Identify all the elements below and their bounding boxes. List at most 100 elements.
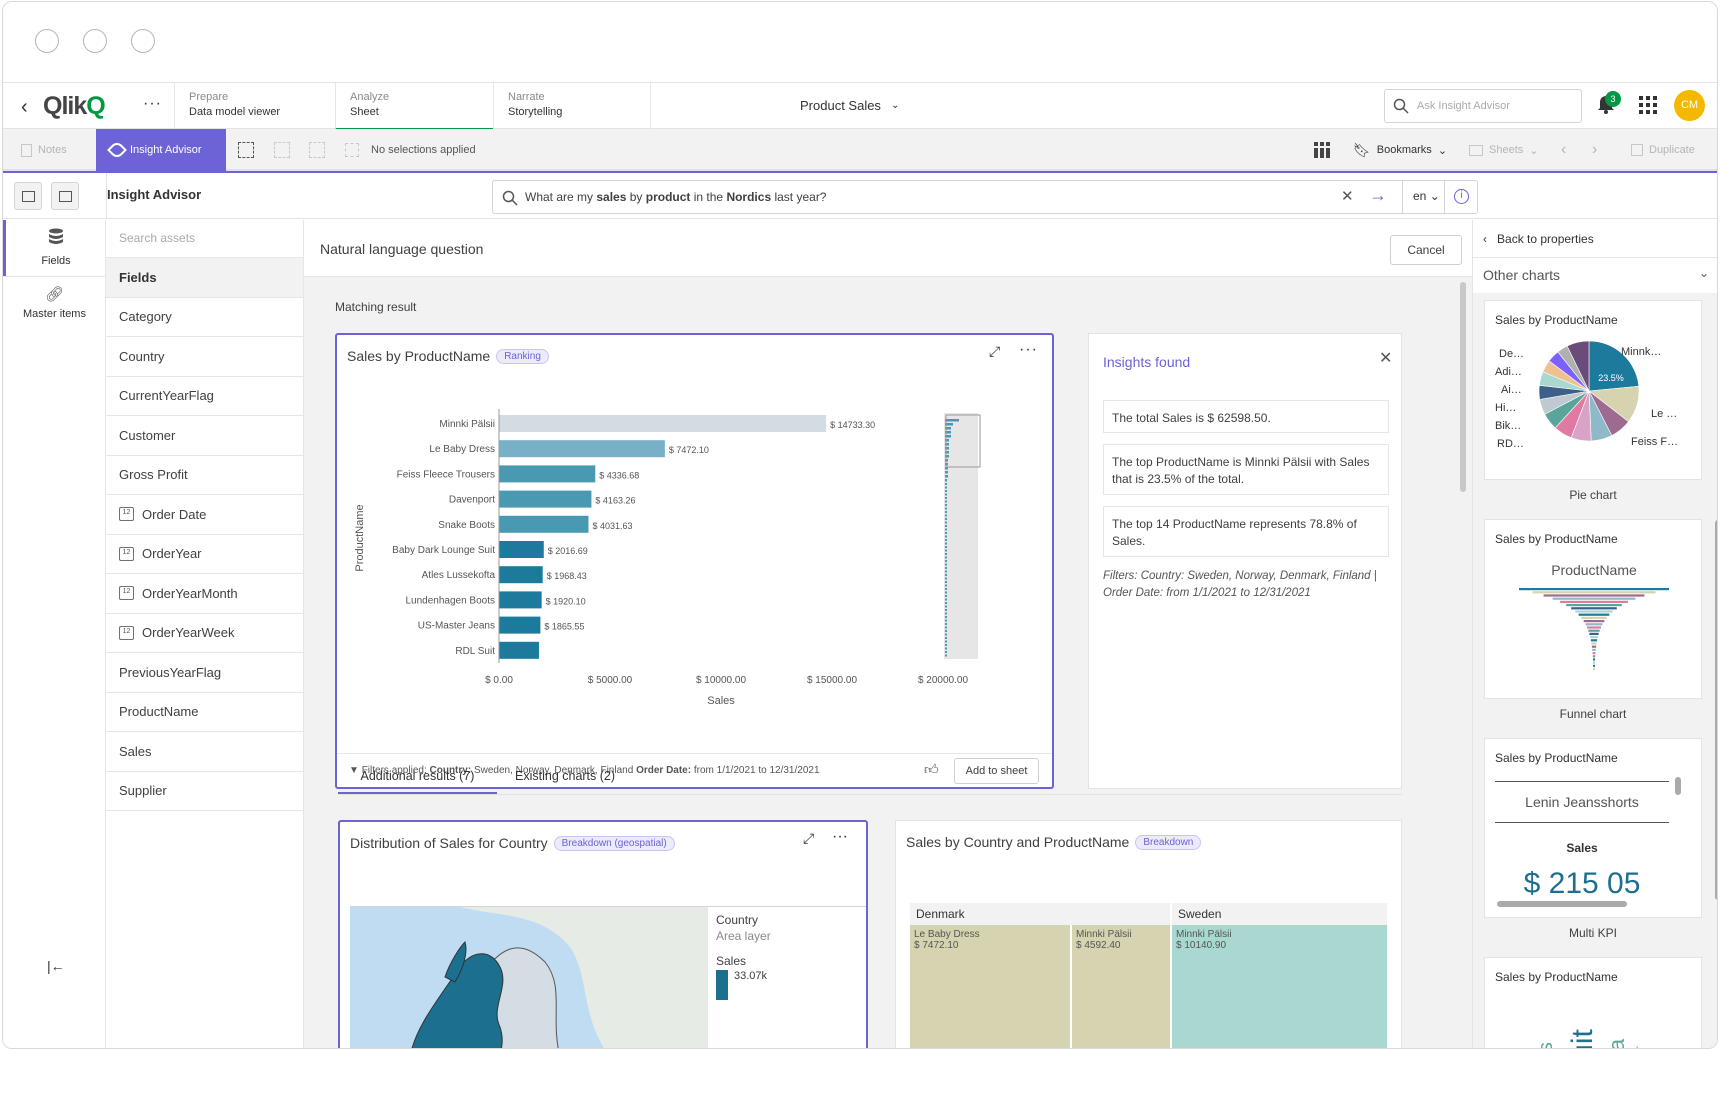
bar [499,515,589,533]
ask-placeholder: Ask Insight Advisor [1417,100,1510,112]
insight-advisor-button[interactable]: Insight Advisor [96,129,226,171]
field-item[interactable]: Country [106,337,303,377]
field-item[interactable]: Category [106,298,303,337]
tab-existing-charts[interactable]: Existing charts (2) [515,769,616,783]
kpi-hscrollbar[interactable] [1497,901,1627,907]
more-menu-icon[interactable]: ··· [143,95,162,112]
field-item[interactable]: Sales [106,732,303,772]
ask-insight-advisor-input[interactable]: Ask Insight Advisor [1384,89,1582,123]
data-label: $ 1865.55 [544,622,584,632]
close-insights-icon[interactable]: ✕ [1379,350,1393,367]
kpi-scrollbar[interactable] [1675,777,1681,795]
right-panel-scrollbar[interactable] [1715,520,1717,900]
step-back-icon[interactable] [274,129,290,171]
funnel-segment [1591,645,1597,648]
toggle-left-panel-icon[interactable] [14,182,42,210]
window-close-button[interactable] [35,29,59,53]
chart-scrollbar-mark [945,556,947,559]
tab-prepare[interactable]: Prepare Data model viewer [174,83,335,130]
notification-bell[interactable]: 3 [1596,91,1621,120]
y-tick-label: Snake Boots [438,520,495,531]
notes-button[interactable]: Notes [21,129,67,171]
field-item[interactable]: Supplier [106,772,303,811]
field-item[interactable]: Gross Profit [106,456,303,495]
bookmarks-button[interactable]: 🔖︎ Bookmarks ⌄ [1353,129,1447,171]
app-title: Product Sales [800,98,881,113]
field-item[interactable]: CurrentYearFlag [106,377,303,416]
chart-menu-icon[interactable]: ··· [832,828,848,845]
duplicate-button[interactable]: Duplicate [1631,129,1695,171]
other-charts-header[interactable]: Other charts ⌄ [1473,258,1717,293]
back-icon[interactable]: ‹ [21,96,28,118]
selections-area[interactable]: No selections applied [345,129,476,171]
field-item[interactable]: 12 OrderYearMonth [106,574,303,614]
kpi-dimension-value: Lenin Jeansshorts [1495,781,1669,823]
step-forward-icon[interactable] [309,129,325,171]
chart-menu-icon[interactable]: ··· [1019,341,1038,358]
prev-sheet-icon[interactable]: ‹ [1561,141,1567,158]
funnel-segment [1560,600,1628,603]
funnel-chart-card[interactable]: Sales by ProductName ProductName [1484,519,1702,699]
info-button[interactable]: i [1444,181,1478,213]
window-maximize-button[interactable] [131,29,155,53]
add-to-sheet-button[interactable]: Add to sheet [954,758,1039,784]
thumbs-up-icon[interactable]: 👍︎ [924,761,939,777]
data-label: $ 4031.63 [593,521,633,531]
funnel-segment [1591,642,1597,645]
legend-max-value: 33.07k [734,970,768,982]
search-assets-input[interactable]: Search assets [106,220,303,258]
wordcloud-word: Ca [1604,1039,1630,1048]
field-item[interactable]: Customer [106,416,303,456]
smart-search-icon[interactable] [238,129,254,171]
next-sheet-icon[interactable]: › [1592,141,1598,158]
matching-chart-card[interactable]: Sales by ProductName Ranking ⤢ ··· Minnki… [335,333,1054,789]
pie-chart-card[interactable]: Sales by ProductName 23.5% De… Adi… Ai… Hi… B… [1484,300,1702,480]
language-select[interactable]: en ⌄ [1402,181,1450,213]
app-title-dropdown[interactable]: Product Sales ⌄ [800,98,899,113]
chart-scrollbar-mark [945,605,947,608]
field-item[interactable]: ProductName [106,693,303,732]
clear-query-icon[interactable]: ✕ [1341,188,1354,205]
apps-grid-icon[interactable] [1639,96,1657,119]
chevron-down-icon: ⌄ [1529,144,1539,157]
funnel-segment [1566,604,1622,607]
funnel-card-title: Sales by ProductName [1495,532,1618,546]
eye-icon [107,140,127,160]
rail-fields[interactable]: Fields [3,220,106,276]
toggle-right-panel-icon[interactable] [51,182,79,210]
field-item[interactable]: PreviousYearFlag [106,653,303,693]
chart-scrollbar-mark [945,577,947,580]
chevron-down-icon: ⌄ [1437,144,1448,157]
expand-icon[interactable]: ⤢ [803,830,815,846]
field-item[interactable]: 12 OrderYearWeek [106,614,303,653]
y-tick-label: Minnki Pälsii [439,419,495,430]
window-minimize-button[interactable] [83,29,107,53]
chart-scrollbar-mark [945,591,947,594]
collapse-panel-icon[interactable]: |← [47,958,65,974]
data-label: $ 1968.43 [547,571,587,581]
tab-narrate[interactable]: Narrate Storytelling [493,83,651,130]
main-scrollbar[interactable] [1460,282,1466,492]
chart-scrollbar-mark [945,612,947,615]
field-item[interactable]: 12 OrderYear [106,535,303,574]
funnel-segment [1592,648,1596,651]
sheet-grid-icon[interactable] [1314,129,1330,171]
distribution-card[interactable]: Distribution of Sales for Country Breakdo… [338,820,868,1048]
expand-icon[interactable]: ⤢ [989,343,1001,359]
multi-kpi-card[interactable]: Sales by ProductName Lenin Jeansshorts S… [1484,738,1702,918]
bookmark-icon: 🔖︎ [1353,141,1371,158]
breakdown-card[interactable]: Sales by Country and ProductName Breakdow… [895,820,1402,1048]
tab-additional-results[interactable]: Additional results (7) [338,758,497,794]
avatar[interactable]: CM [1674,90,1705,121]
back-to-properties[interactable]: ‹ Back to properties [1473,220,1717,258]
nl-query-input[interactable]: What are my sales by product in the Nord… [492,180,1478,214]
treemap-cell-name: Minnki Pälsii [1076,929,1132,940]
cancel-button[interactable]: Cancel [1390,235,1462,265]
field-item[interactable]: 12 Order Date [106,495,303,535]
word-cloud-card[interactable]: Sales by ProductName ots Suit Ca Tr [1484,957,1702,1048]
tab-analyze[interactable]: Analyze Sheet [335,83,493,130]
submit-arrow-icon[interactable]: → [1369,185,1387,205]
x-tick-label: $ 5000.00 [588,675,633,686]
rail-master-items[interactable]: 🔗︎ Master items [3,276,106,332]
sheets-button[interactable]: Sheets ⌄ [1469,129,1538,171]
